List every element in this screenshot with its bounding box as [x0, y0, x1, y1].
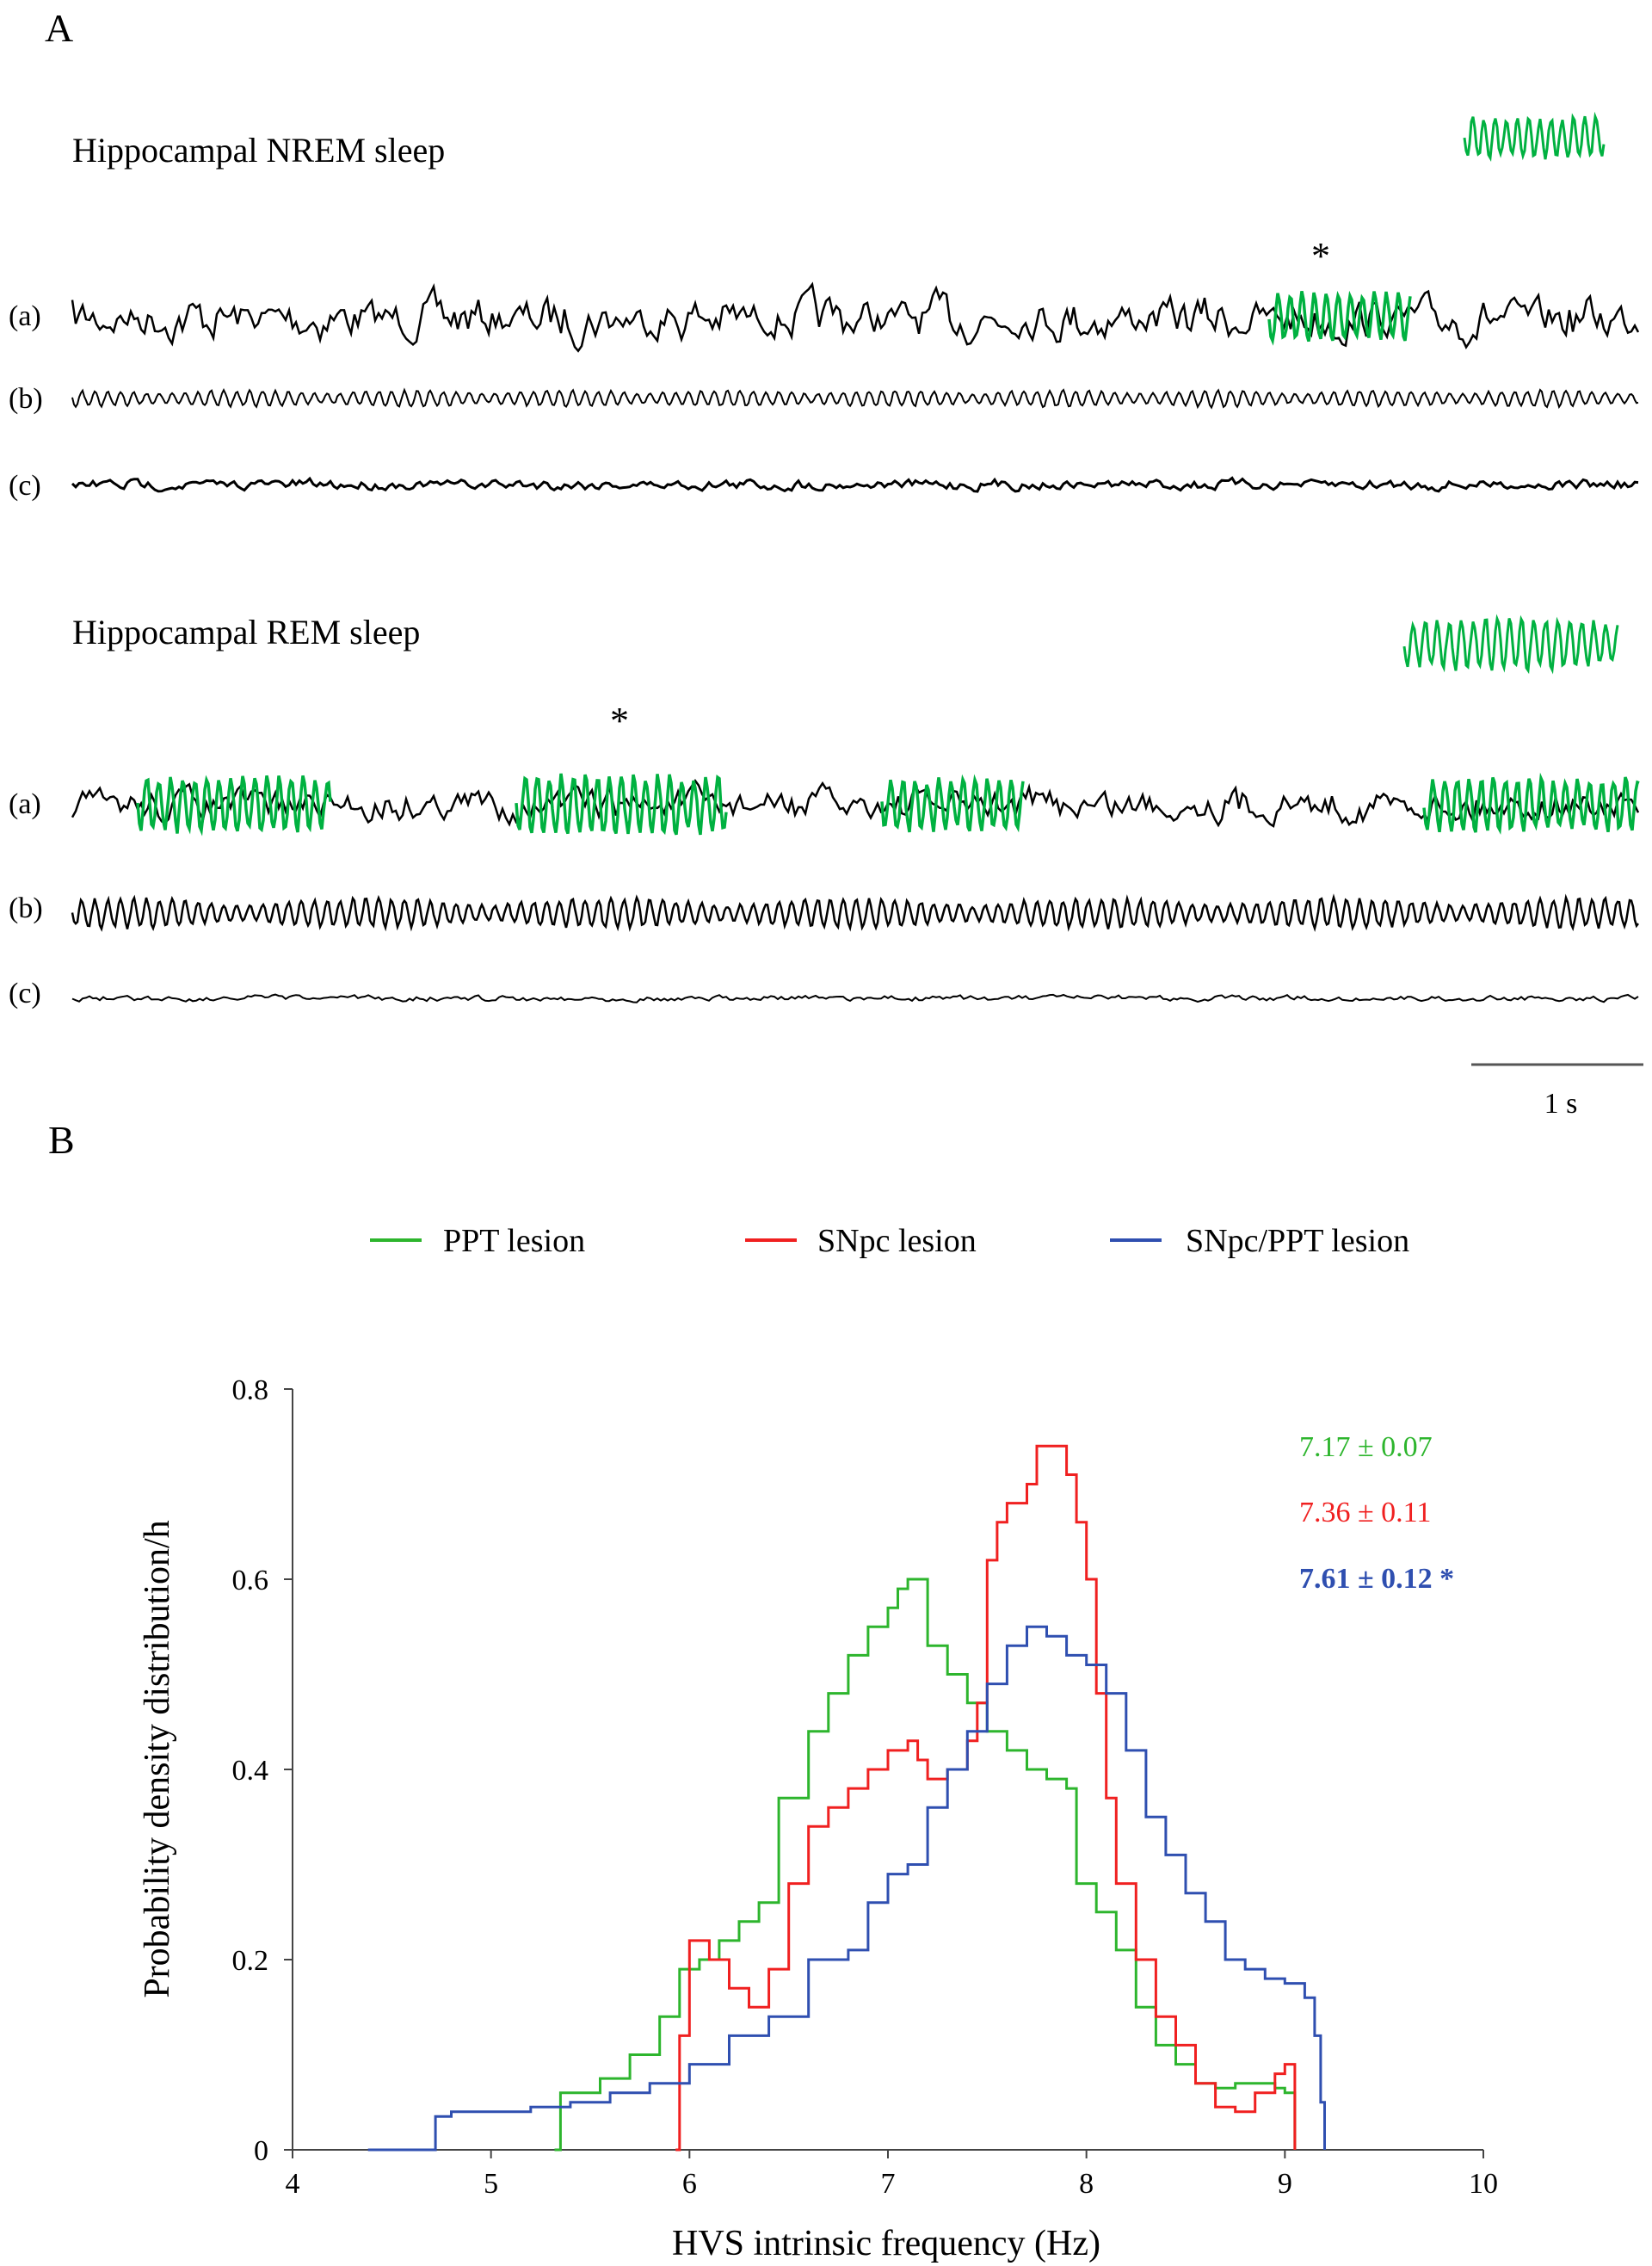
y-axis-label: Probability density distribution/h: [138, 1520, 177, 1997]
panel-b-label: B: [48, 1118, 75, 1162]
rem-title: Hippocampal REM sleep: [72, 613, 420, 651]
rem-marker: *: [610, 700, 629, 742]
panel-a: A Hippocampal NREM sleep * (a) (b) (c) H…: [9, 6, 1643, 1120]
y-tick-label: 0.8: [232, 1374, 269, 1406]
rem-trace-label-b: (b): [9, 892, 43, 924]
nrem-trace-c: [71, 476, 1639, 493]
nrem-title: Hippocampal NREM sleep: [72, 131, 445, 170]
chart-axes: 4 5 6 7 8 9 10 0 0.2 0.4 0.6 0.8: [232, 1374, 1499, 2200]
rem-trace-label-a: (a): [9, 788, 41, 820]
nrem-trace-label-a: (a): [9, 300, 41, 332]
x-tick-label: 9: [1278, 2168, 1292, 2200]
annotation-snpc-ppt-mean: 7.61 ± 0.12 *: [1299, 1563, 1454, 1595]
nrem-trace-b: [71, 387, 1639, 410]
series-line-2: [367, 1625, 1326, 2152]
rem-trace-a-hvs-segments: [136, 772, 1640, 837]
x-tick-label: 10: [1469, 2168, 1498, 2200]
nrem-trace-a: [71, 281, 1640, 353]
y-tick-label: 0: [254, 2135, 268, 2167]
rem-trace-c: [71, 993, 1639, 1003]
nrem-hvs-inset-trace: [1463, 111, 1606, 162]
y-tick-label: 0.2: [232, 1945, 269, 1977]
panel-a-label: A: [45, 6, 73, 50]
rem-trace-b: [71, 893, 1639, 932]
x-tick-label: 8: [1079, 2168, 1094, 2200]
x-tick-label: 4: [286, 2168, 300, 2200]
nrem-trace-a-hvs-segment: [1267, 290, 1412, 346]
rem-hvs-inset-trace: [1402, 614, 1619, 675]
x-tick-label: 6: [682, 2168, 697, 2200]
rem-trace-a: [71, 778, 1640, 828]
nrem-marker: *: [1311, 235, 1330, 277]
chart-series-layer: [367, 1444, 1326, 2152]
x-tick-label: 7: [881, 2168, 896, 2200]
series-line-1: [675, 1444, 1297, 2152]
annotation-snpc-mean: 7.36 ± 0.11: [1299, 1497, 1431, 1528]
x-axis-label: HVS intrinsic frequency (Hz): [672, 2224, 1100, 2263]
y-tick-label: 0.6: [232, 1565, 269, 1596]
y-tick-label: 0.4: [232, 1755, 269, 1787]
panel-b: B PPT lesion SNpc lesion SNpc/PPT lesion…: [48, 1118, 1498, 2263]
x-tick-label: 5: [484, 2168, 498, 2200]
annotation-ppt-mean: 7.17 ± 0.07: [1299, 1431, 1433, 1463]
scale-bar-label: 1 s: [1544, 1088, 1578, 1120]
legend-label-ppt: PPT lesion: [443, 1223, 585, 1259]
legend: PPT lesion SNpc lesion SNpc/PPT lesion: [370, 1223, 1409, 1259]
nrem-trace-label-b: (b): [9, 383, 43, 415]
rem-trace-label-c: (c): [9, 978, 41, 1010]
legend-label-snpc: SNpc lesion: [817, 1223, 977, 1259]
nrem-trace-label-c: (c): [9, 470, 41, 502]
legend-label-snpc-ppt: SNpc/PPT lesion: [1186, 1223, 1409, 1259]
